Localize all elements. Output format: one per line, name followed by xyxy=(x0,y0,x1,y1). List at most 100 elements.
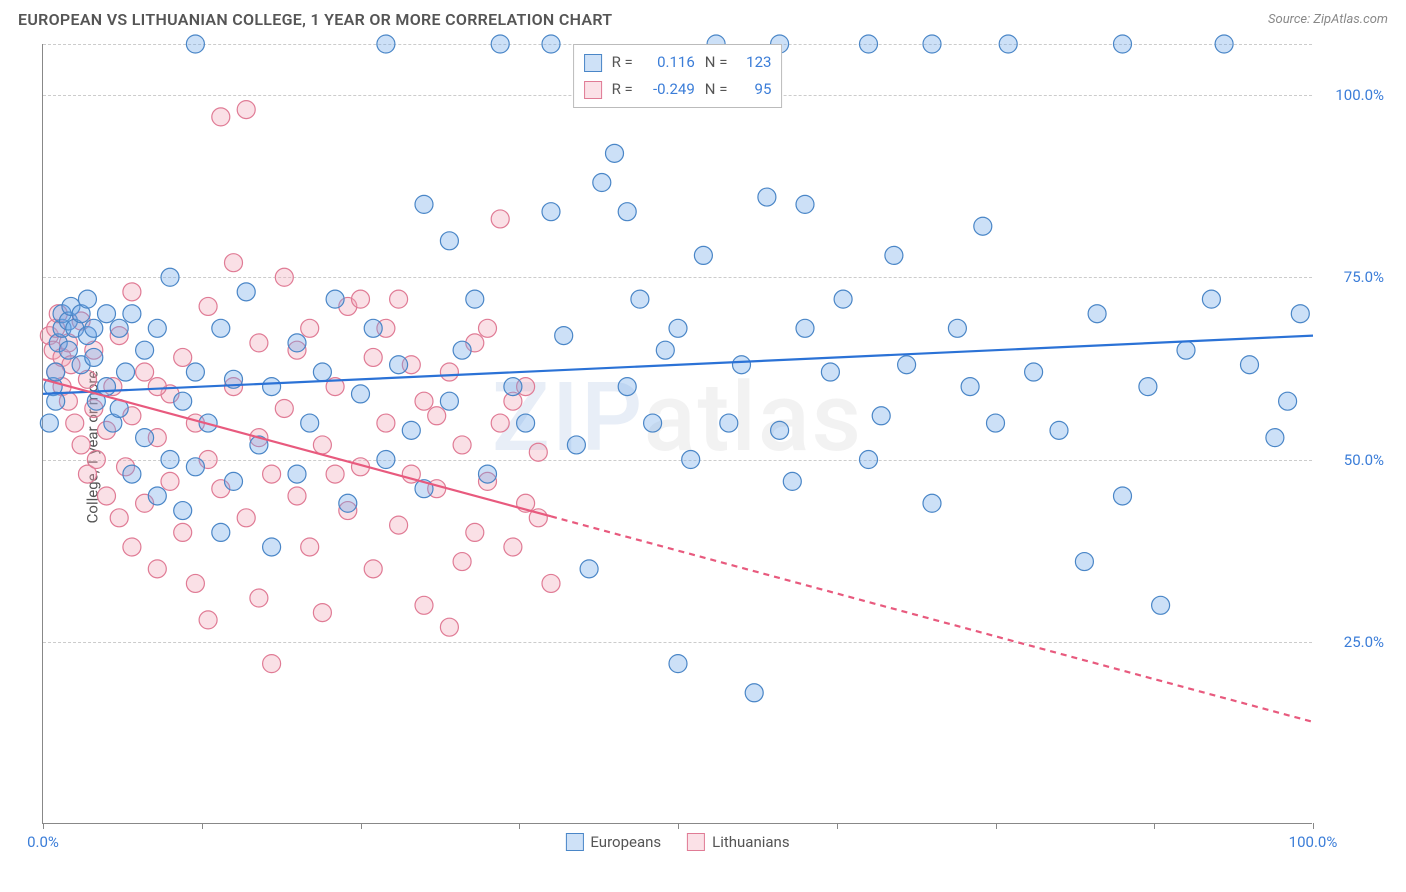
x-tick xyxy=(519,823,520,829)
data-point xyxy=(364,348,382,366)
legend-swatch-lithuanians xyxy=(687,833,705,851)
data-point xyxy=(301,414,319,432)
data-point xyxy=(1266,429,1284,447)
data-point xyxy=(390,516,408,534)
data-point xyxy=(542,203,560,221)
chart-container: College, 1 year or more ZIPatlas R =0.11… xyxy=(42,44,1392,850)
data-point xyxy=(644,414,662,432)
data-point xyxy=(123,538,141,556)
x-tick xyxy=(837,823,838,829)
data-point xyxy=(415,392,433,410)
data-point xyxy=(174,392,192,410)
data-point xyxy=(720,414,738,432)
legend-label: Europeans xyxy=(590,833,661,851)
legend-label: Lithuanians xyxy=(712,833,789,851)
data-point xyxy=(999,35,1017,53)
data-point xyxy=(301,319,319,337)
data-point xyxy=(440,618,458,636)
data-point xyxy=(923,35,941,53)
data-point xyxy=(898,356,916,374)
data-point xyxy=(212,523,230,541)
data-point xyxy=(390,356,408,374)
data-point xyxy=(440,232,458,250)
legend-n-label: N = xyxy=(705,49,728,76)
data-point xyxy=(98,378,116,396)
legend-swatch-lithuanians xyxy=(584,81,602,99)
x-tick xyxy=(1313,823,1314,829)
data-point xyxy=(326,465,344,483)
data-point xyxy=(593,174,611,192)
data-point xyxy=(47,363,65,381)
legend-row-lithuanians: R =-0.249N =95 xyxy=(584,76,772,103)
data-point xyxy=(313,363,331,381)
data-point xyxy=(85,319,103,337)
data-point xyxy=(783,472,801,490)
data-point xyxy=(313,436,331,454)
data-point xyxy=(47,392,65,410)
data-point xyxy=(199,297,217,315)
data-point xyxy=(402,421,420,439)
data-point xyxy=(745,684,763,702)
data-point xyxy=(821,363,839,381)
data-point xyxy=(542,574,560,592)
legend-n-label: N = xyxy=(705,76,728,103)
y-tick-label: 75.0% xyxy=(1320,268,1384,286)
data-point xyxy=(98,305,116,323)
data-point xyxy=(59,341,77,359)
y-tick-label: 25.0% xyxy=(1320,633,1384,651)
legend-bottom: Europeans Lithuanians xyxy=(565,833,789,851)
data-point xyxy=(771,421,789,439)
data-point xyxy=(860,35,878,53)
data-point xyxy=(174,523,192,541)
data-point xyxy=(479,465,497,483)
data-point xyxy=(186,35,204,53)
x-tick-label: 100.0% xyxy=(1289,833,1338,851)
data-point xyxy=(161,268,179,286)
data-point xyxy=(504,378,522,396)
data-point xyxy=(656,341,674,359)
legend-r-label: R = xyxy=(612,49,633,76)
data-point xyxy=(974,217,992,235)
data-point xyxy=(199,611,217,629)
data-point xyxy=(1279,392,1297,410)
data-point xyxy=(123,305,141,323)
plot-area: ZIPatlas R =0.116N =123R =-0.249N =95 Eu… xyxy=(42,44,1312,824)
data-point xyxy=(1139,378,1157,396)
data-point xyxy=(225,472,243,490)
data-point xyxy=(186,458,204,476)
data-point xyxy=(1075,553,1093,571)
data-point xyxy=(117,363,135,381)
legend-r-value: -0.249 xyxy=(643,76,695,103)
data-point xyxy=(237,509,255,527)
data-point xyxy=(275,399,293,417)
data-point xyxy=(555,327,573,345)
data-point xyxy=(453,436,471,454)
data-point xyxy=(428,407,446,425)
data-point xyxy=(694,246,712,264)
data-point xyxy=(415,596,433,614)
data-point xyxy=(364,560,382,578)
data-point xyxy=(948,319,966,337)
data-point xyxy=(275,268,293,286)
y-tick-label: 50.0% xyxy=(1320,451,1384,469)
data-point xyxy=(136,429,154,447)
data-point xyxy=(669,319,687,337)
data-point xyxy=(225,254,243,272)
data-point xyxy=(390,290,408,308)
data-point xyxy=(377,35,395,53)
data-point xyxy=(1152,596,1170,614)
data-point xyxy=(263,538,281,556)
data-point xyxy=(682,451,700,469)
data-point xyxy=(288,334,306,352)
data-point xyxy=(85,348,103,366)
data-point xyxy=(174,348,192,366)
data-point xyxy=(148,378,166,396)
data-point xyxy=(923,494,941,512)
data-point xyxy=(1241,356,1259,374)
data-point xyxy=(263,378,281,396)
legend-n-value: 95 xyxy=(737,76,771,103)
data-point xyxy=(352,290,370,308)
data-point xyxy=(161,451,179,469)
data-point xyxy=(1088,305,1106,323)
data-point xyxy=(885,246,903,264)
